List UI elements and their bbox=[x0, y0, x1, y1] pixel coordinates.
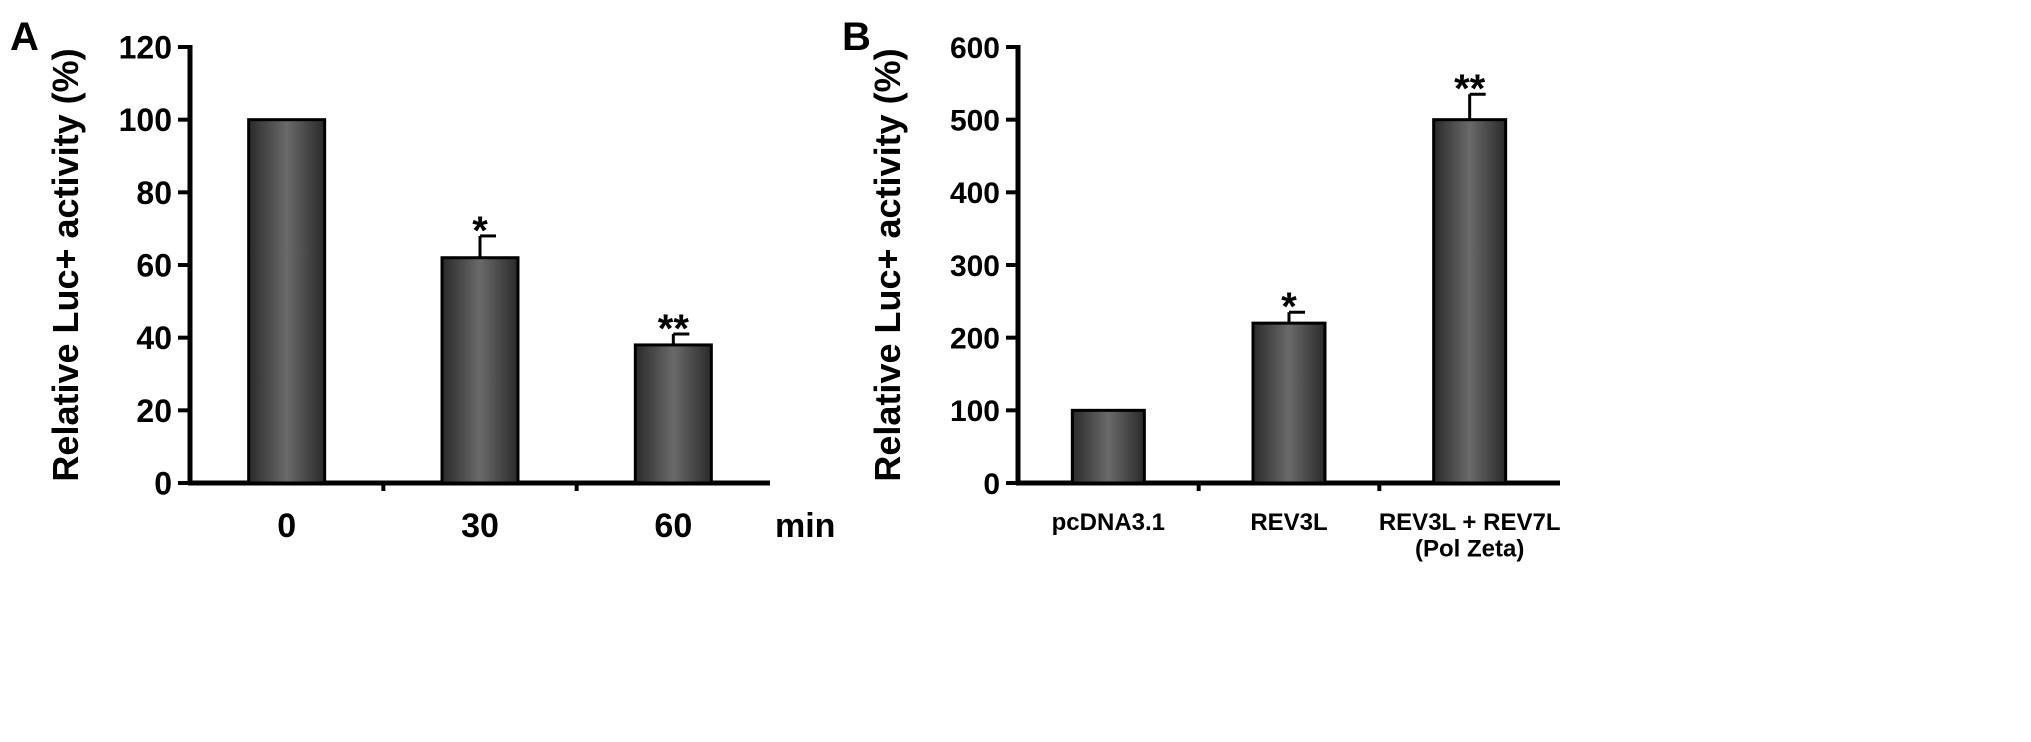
x-category-label-a: 60 bbox=[654, 507, 692, 545]
y-tick-label-a: 40 bbox=[136, 320, 172, 356]
y-tick-label-b: 300 bbox=[950, 250, 1000, 283]
panel-label-b: B bbox=[842, 15, 871, 59]
y-tick-label-b: 100 bbox=[950, 395, 1000, 428]
panel-label-a: A bbox=[10, 15, 39, 59]
x-category-label-a: 30 bbox=[461, 507, 499, 545]
y-tick-label-a: 80 bbox=[136, 175, 172, 211]
y-tick-label-a: 100 bbox=[119, 102, 172, 138]
x-category-label-b: REV3L + REV7L (Pol Zeta) bbox=[1379, 509, 1561, 562]
bar-a bbox=[440, 256, 520, 485]
y-axis-label-b: Relative Luc+ activity (%) bbox=[867, 48, 908, 481]
significance-mark-a: ** bbox=[658, 307, 690, 351]
y-axis-label-a: Relative Luc+ activity (%) bbox=[45, 48, 86, 481]
y-tick-label-b: 600 bbox=[950, 32, 1000, 65]
x-unit-label-a: min bbox=[775, 507, 835, 545]
bar-b bbox=[1251, 321, 1327, 485]
y-tick-label-b: 400 bbox=[950, 177, 1000, 210]
y-tick-label-b: 0 bbox=[983, 468, 1000, 501]
bar-b bbox=[1432, 118, 1508, 485]
y-tick-label-a: 120 bbox=[119, 30, 172, 66]
significance-mark-a: * bbox=[472, 209, 488, 253]
bar-a bbox=[247, 118, 327, 485]
y-tick-label-a: 20 bbox=[136, 393, 172, 429]
significance-mark-b: ** bbox=[1454, 67, 1486, 111]
y-tick-label-a: 60 bbox=[136, 248, 172, 284]
significance-mark-b: * bbox=[1281, 285, 1297, 329]
x-category-label-b: pcDNA3.1 bbox=[1052, 509, 1165, 536]
x-category-label-b: REV3L bbox=[1250, 509, 1327, 536]
bar-a bbox=[633, 343, 713, 485]
y-tick-label-b: 200 bbox=[950, 322, 1000, 355]
bar-b bbox=[1070, 408, 1146, 485]
y-tick-label-a: 0 bbox=[154, 466, 172, 502]
y-tick-label-b: 500 bbox=[950, 104, 1000, 137]
x-category-label-a: 0 bbox=[277, 507, 296, 545]
